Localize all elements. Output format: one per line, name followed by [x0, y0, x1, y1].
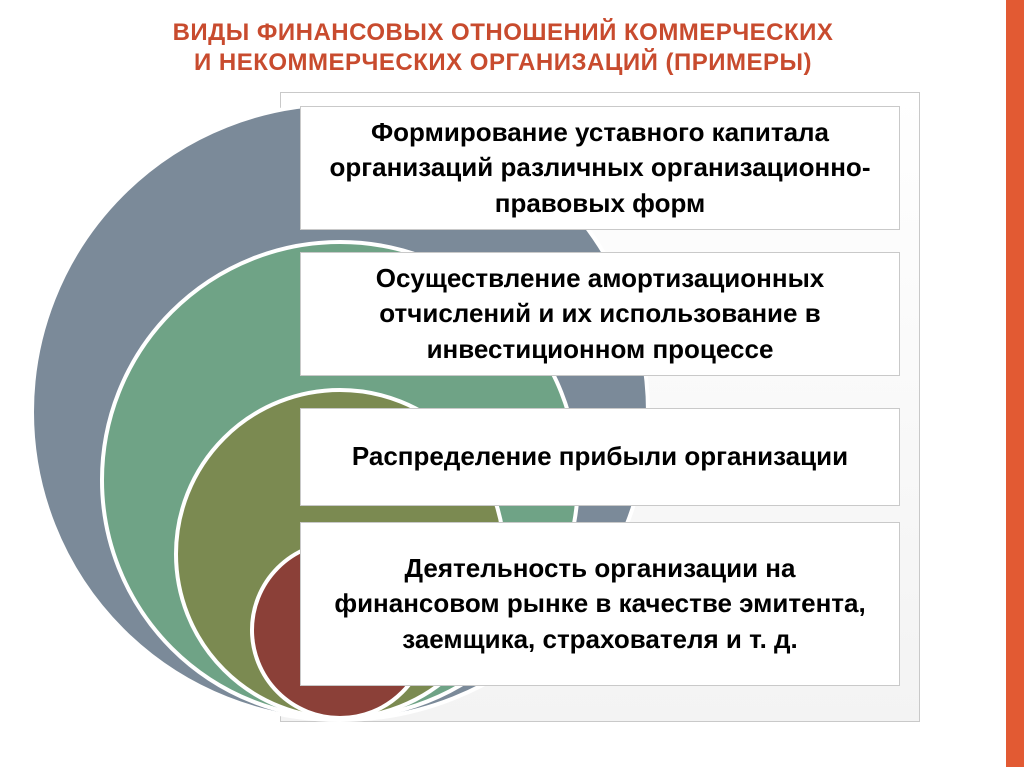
- info-box-3-text: Распределение прибыли организации: [352, 439, 848, 474]
- info-box-1-text: Формирование уставного капитала организа…: [319, 115, 881, 220]
- info-box-3: Распределение прибыли организации: [300, 408, 900, 506]
- info-box-2: Осуществление амортизационных отчислений…: [300, 252, 900, 376]
- stacked-venn-diagram: Формирование уставного капитала организа…: [0, 92, 1006, 752]
- info-box-4-text: Деятельность организации на финансовом р…: [319, 551, 881, 656]
- info-box-2-text: Осуществление амортизационных отчислений…: [319, 261, 881, 366]
- page-title: ВИДЫ ФИНАНСОВЫХ ОТНОШЕНИЙ КОММЕРЧЕСКИХ И…: [0, 18, 1006, 78]
- info-box-1: Формирование уставного капитала организа…: [300, 106, 900, 230]
- info-box-4: Деятельность организации на финансовом р…: [300, 522, 900, 686]
- title-line-1: ВИДЫ ФИНАНСОВЫХ ОТНОШЕНИЙ КОММЕРЧЕСКИХ: [173, 19, 834, 46]
- accent-bar: [1006, 0, 1024, 767]
- title-line-2: И НЕКОММЕРЧЕСКИХ ОРГАНИЗАЦИЙ (ПРИМЕРЫ): [194, 49, 812, 76]
